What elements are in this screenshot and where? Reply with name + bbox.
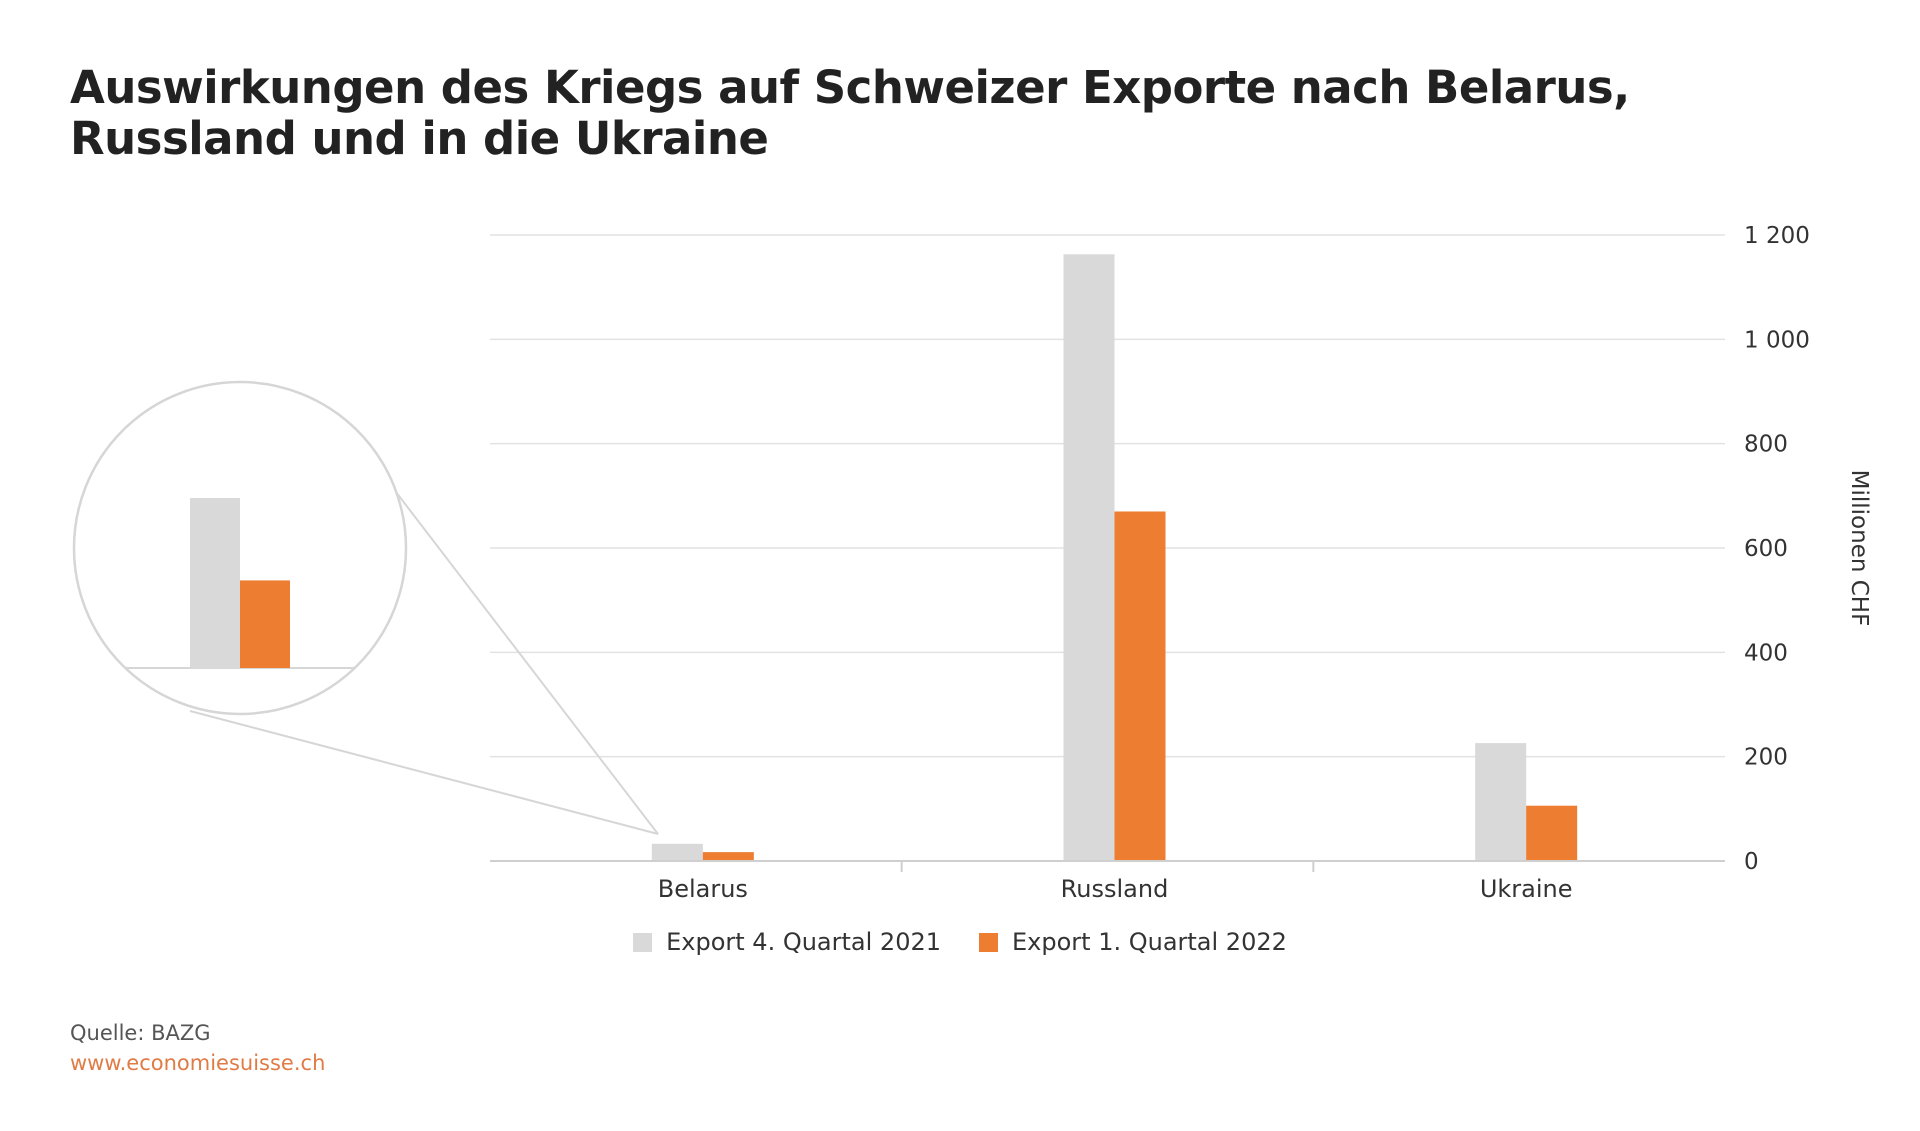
legend-swatch [979,932,998,952]
source-note: Quelle: BAZG www.economiesuisse.ch [70,1018,325,1078]
y-tick-label: 0 [1744,849,1759,875]
bar-q4-2021 [1475,743,1527,861]
bar-q1-2022 [1114,511,1166,861]
bar-q4-2021 [1063,254,1115,862]
legend-label: Export 1. Quartal 2022 [1012,928,1287,956]
legend-item: Export 1. Quartal 2022 [979,928,1287,956]
bar-q4-2021 [651,843,703,861]
bar-q1-2022 [702,852,754,861]
zoom-inset [72,380,659,835]
x-category-label: Ukraine [1480,875,1573,903]
source-text: Quelle: BAZG [70,1021,211,1045]
inset-bar-q4-2021 [190,498,240,668]
x-category-label: Russland [1061,875,1169,903]
y-axis-title: Millionen CHF [1846,470,1872,627]
y-tick-label: 200 [1744,745,1788,771]
bar-q1-2022 [1526,805,1578,861]
inset-connector [375,465,659,835]
legend-swatch [633,932,653,952]
y-tick-label: 1 000 [1744,327,1810,353]
legend-label: Export 4. Quartal 2021 [666,928,941,956]
y-tick-label: 1 200 [1744,223,1810,249]
source-url-link[interactable]: www.economiesuisse.ch [70,1051,326,1075]
chart-title: Auswirkungen des Kriegs auf Schweizer Ex… [70,61,1630,165]
bars [651,254,1578,862]
legend: Export 4. Quartal 2021 Export 1. Quartal … [0,928,1920,956]
axes: 0 200 400 600 800 1 000 1 200 Belarus Russland Uk… [490,223,1872,903]
inset-connector [189,710,659,835]
inset-bar-q1-2022 [240,580,290,668]
legend-item: Export 4. Quartal 2021 [633,928,941,956]
y-tick-label: 600 [1744,536,1788,562]
x-category-label: Belarus [658,875,748,903]
y-tick-label: 800 [1744,432,1788,458]
y-tick-label: 400 [1744,640,1788,666]
